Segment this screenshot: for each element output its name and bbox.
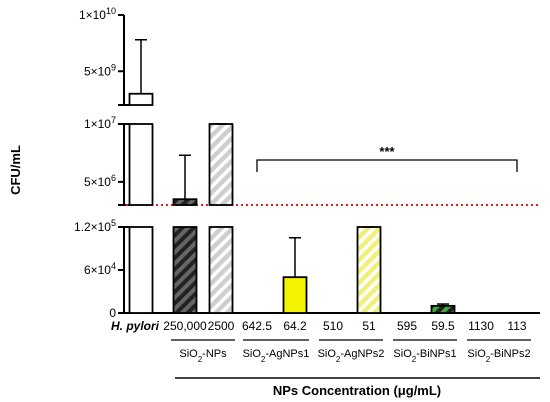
bar-hatch [357,227,381,313]
bar-hatch [173,227,197,313]
y-tick-label: 1×107 [84,115,116,131]
x-tick-label: 113 [507,319,526,333]
group-label: SiO2-BiNPs1 [393,348,456,364]
group-label: SiO2-BiNPs2 [467,348,530,364]
bar-outline [128,123,154,206]
y-tick-label: 1.2×105 [74,218,116,234]
y-tick-label: 6×104 [84,261,116,277]
x-tick-label: H. pylori [111,319,160,333]
bar [129,93,153,105]
x-tick-label: 1130 [468,319,494,333]
significance-bracket [256,159,518,172]
x-tick-label: 595 [397,319,417,333]
bar-hatch [431,305,455,313]
y-tick-label: 0 [109,306,116,320]
bar-hatch [173,199,197,205]
x-tick-label: 2500 [208,319,235,333]
bars-layer [128,39,456,314]
bar-hatch [209,227,233,313]
x-tick-label: 642.5 [242,319,272,333]
y-axis-title: CFU/mL [8,145,23,195]
group-labels: SiO2-NPs SiO2-AgNPs1 SiO2-AgNPs2 SiO2-BiNPs… [171,339,531,364]
x-tick-label: 59.5 [431,319,455,333]
y-tick-label: 5×109 [84,62,116,78]
x-tick-label: 51 [362,319,376,333]
group-label: SiO2-AgNPs1 [243,348,310,364]
bar-hatch [209,124,233,205]
x-axis-title: NPs Concentration (μg/mL) [273,383,441,398]
y-tick-label: 5×106 [84,173,116,189]
bar-outline [172,226,198,314]
bar [129,124,153,205]
bar [129,227,153,313]
x-tick-label: 510 [323,319,343,333]
bar-outline [128,226,154,314]
significance-label: *** [379,144,395,159]
y-tick-label: 1×1010 [79,6,116,22]
x-tick-labels: H. pylori 250,000 2500 642.5 64.2 510 51 595 59.… [111,319,527,333]
axes: 0 6×104 1.2×105 5×106 1×107 5×109 1×1010 *** [74,6,540,320]
bar [283,277,307,313]
group-label: SiO2-AgNPs2 [318,348,385,364]
group-label: SiO2-NPs [179,348,227,364]
bar-outline [208,226,234,314]
x-tick-label: 64.2 [283,319,307,333]
x-tick-label: 250,000 [163,319,207,333]
